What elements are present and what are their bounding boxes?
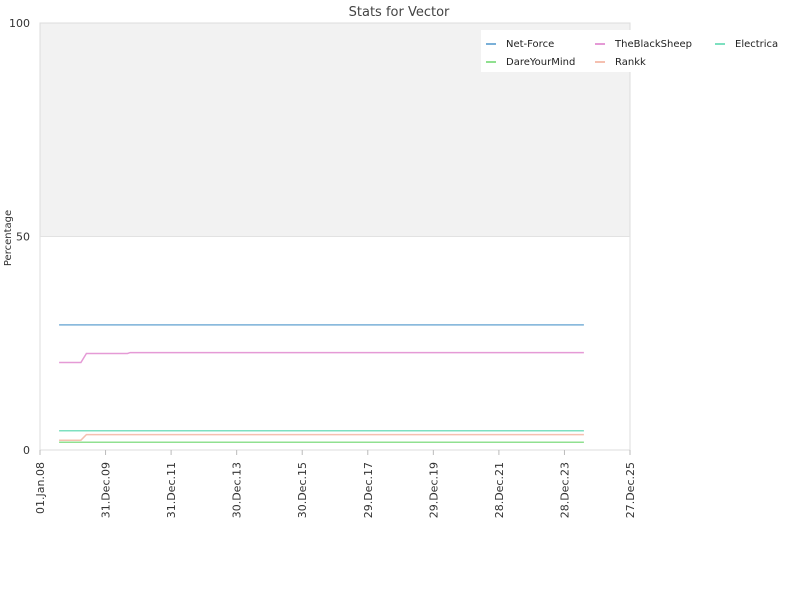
- y-tick-label: 50: [16, 231, 30, 244]
- y-tick-label: 100: [9, 17, 30, 30]
- x-tick-label: 30.Dec.13: [231, 462, 244, 518]
- y-axis-label: Percentage: [3, 210, 14, 266]
- x-tick-label: 29.Dec.17: [362, 462, 375, 518]
- x-tick-label: 01.Jan.08: [34, 462, 47, 514]
- x-tick-label: 28.Dec.23: [558, 462, 571, 518]
- series-line-rankk: [59, 433, 584, 441]
- x-tick-label: 31.Dec.09: [100, 462, 113, 518]
- series-layer: [59, 324, 584, 444]
- legend-label: Rankk: [615, 57, 646, 68]
- legend-label: Electrica: [735, 39, 778, 50]
- y-tick-label: 0: [23, 444, 30, 457]
- series-line-theblacksheep: [59, 351, 584, 364]
- legend-label: Net-Force: [506, 39, 554, 50]
- x-tick-label: 28.Dec.21: [493, 462, 506, 518]
- x-tick-label: 30.Dec.15: [296, 462, 309, 518]
- legend-label: TheBlackSheep: [614, 39, 692, 50]
- legend-box: [481, 30, 800, 72]
- legend-label: DareYourMind: [506, 57, 575, 68]
- x-tick-label: 29.Dec.19: [427, 462, 440, 518]
- x-tick-label: 31.Dec.11: [165, 462, 178, 518]
- x-tick-label: 27.Dec.25: [624, 462, 637, 518]
- chart-title: Stats for Vector: [349, 5, 450, 20]
- axes: 0 50 100 01.Jan.08 31.Dec.09 31.Dec.11 30.Dec.…: [9, 17, 637, 518]
- legend: Net-Force TheBlackSheep Electrica DareYourM…: [481, 30, 800, 72]
